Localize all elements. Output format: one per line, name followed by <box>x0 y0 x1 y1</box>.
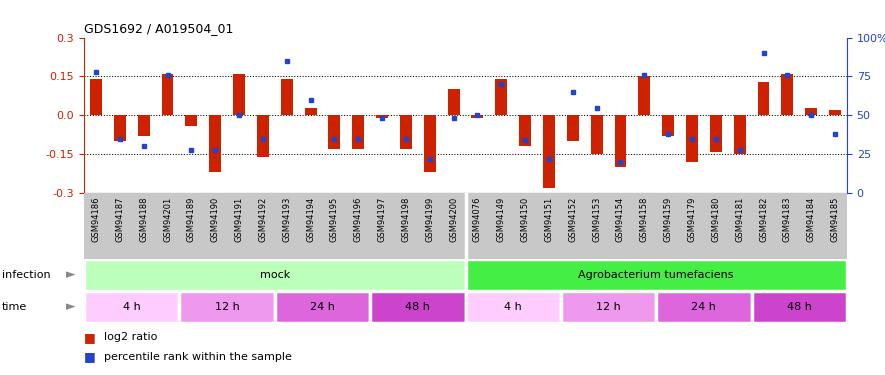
Bar <box>209 116 221 172</box>
Bar <box>566 116 579 141</box>
Text: GSM94194: GSM94194 <box>306 196 315 242</box>
Text: GSM94153: GSM94153 <box>592 196 601 242</box>
Text: 24 h: 24 h <box>310 302 335 312</box>
Bar <box>281 79 293 116</box>
Bar <box>519 116 531 147</box>
Text: GSM94200: GSM94200 <box>449 196 458 242</box>
Text: ►: ► <box>66 268 76 281</box>
Bar <box>805 108 817 116</box>
Bar <box>781 74 793 116</box>
Text: mock: mock <box>259 270 290 280</box>
Text: GSM94197: GSM94197 <box>378 196 387 242</box>
Text: GSM94198: GSM94198 <box>402 196 411 242</box>
Bar <box>180 291 274 322</box>
Text: 4 h: 4 h <box>504 302 522 312</box>
Text: GSM94187: GSM94187 <box>115 196 124 242</box>
Text: 24 h: 24 h <box>691 302 716 312</box>
Bar <box>114 116 126 141</box>
Text: 12 h: 12 h <box>596 302 621 312</box>
Bar <box>162 74 173 116</box>
Bar <box>614 116 627 167</box>
Bar <box>275 291 370 322</box>
Bar <box>734 116 746 154</box>
Text: GSM94193: GSM94193 <box>282 196 291 242</box>
Bar <box>304 108 317 116</box>
Text: 48 h: 48 h <box>787 302 812 312</box>
Bar <box>233 74 245 116</box>
Text: percentile rank within the sample: percentile rank within the sample <box>104 352 291 362</box>
Text: 12 h: 12 h <box>215 302 240 312</box>
Text: time: time <box>2 302 27 312</box>
Text: GSM94192: GSM94192 <box>258 196 267 242</box>
Bar <box>400 116 412 149</box>
Text: GSM94186: GSM94186 <box>91 196 101 242</box>
Text: log2 ratio: log2 ratio <box>104 332 157 342</box>
Text: GSM94183: GSM94183 <box>783 196 792 242</box>
Bar <box>466 291 561 322</box>
Text: ►: ► <box>66 300 76 313</box>
Bar <box>376 116 388 118</box>
Text: GSM94201: GSM94201 <box>163 196 172 242</box>
Text: GSM94190: GSM94190 <box>211 196 219 242</box>
Bar <box>257 116 269 157</box>
Text: GSM94191: GSM94191 <box>235 196 243 242</box>
Bar <box>758 82 769 116</box>
Text: GSM94185: GSM94185 <box>830 196 840 242</box>
Text: infection: infection <box>2 270 50 280</box>
Bar <box>138 116 150 136</box>
Bar <box>448 89 459 116</box>
Text: GSM94152: GSM94152 <box>568 196 577 242</box>
Text: ■: ■ <box>84 331 96 344</box>
Text: GSM94159: GSM94159 <box>664 196 673 242</box>
Text: GSM94180: GSM94180 <box>712 196 720 242</box>
Bar <box>751 291 847 322</box>
Text: GSM94179: GSM94179 <box>688 196 696 242</box>
Text: GSM94196: GSM94196 <box>354 196 363 242</box>
Bar <box>686 116 698 162</box>
Text: GSM94195: GSM94195 <box>330 196 339 242</box>
Bar <box>496 79 507 116</box>
Bar <box>829 110 841 116</box>
Text: ■: ■ <box>84 350 96 363</box>
Text: GSM94154: GSM94154 <box>616 196 625 242</box>
Text: GSM94076: GSM94076 <box>473 196 482 242</box>
Text: GDS1692 / A019504_01: GDS1692 / A019504_01 <box>84 22 234 35</box>
Bar <box>662 116 674 136</box>
Text: 48 h: 48 h <box>405 302 430 312</box>
Bar <box>638 76 650 116</box>
Bar <box>185 116 197 126</box>
Text: GSM94182: GSM94182 <box>759 196 768 242</box>
Text: GSM94189: GSM94189 <box>187 196 196 242</box>
Bar <box>466 259 847 291</box>
Text: GSM94151: GSM94151 <box>544 196 553 242</box>
Text: GSM94150: GSM94150 <box>520 196 529 242</box>
Bar <box>328 116 341 149</box>
Bar <box>561 291 656 322</box>
Text: 4 h: 4 h <box>123 302 141 312</box>
Bar <box>352 116 365 149</box>
Bar <box>656 291 751 322</box>
Text: GSM94199: GSM94199 <box>426 196 435 242</box>
Bar <box>370 291 466 322</box>
Text: GSM94188: GSM94188 <box>139 196 148 242</box>
Text: GSM94158: GSM94158 <box>640 196 649 242</box>
Bar <box>90 79 102 116</box>
Text: Agrobacterium tumefaciens: Agrobacterium tumefaciens <box>579 270 734 280</box>
Bar <box>84 259 466 291</box>
Text: GSM94184: GSM94184 <box>807 196 816 242</box>
Bar <box>543 116 555 188</box>
Bar <box>710 116 722 152</box>
Bar <box>590 116 603 154</box>
Text: GSM94181: GSM94181 <box>735 196 744 242</box>
Bar <box>84 291 180 322</box>
Bar <box>472 116 483 118</box>
Text: GSM94149: GSM94149 <box>496 196 505 242</box>
Bar <box>424 116 435 172</box>
